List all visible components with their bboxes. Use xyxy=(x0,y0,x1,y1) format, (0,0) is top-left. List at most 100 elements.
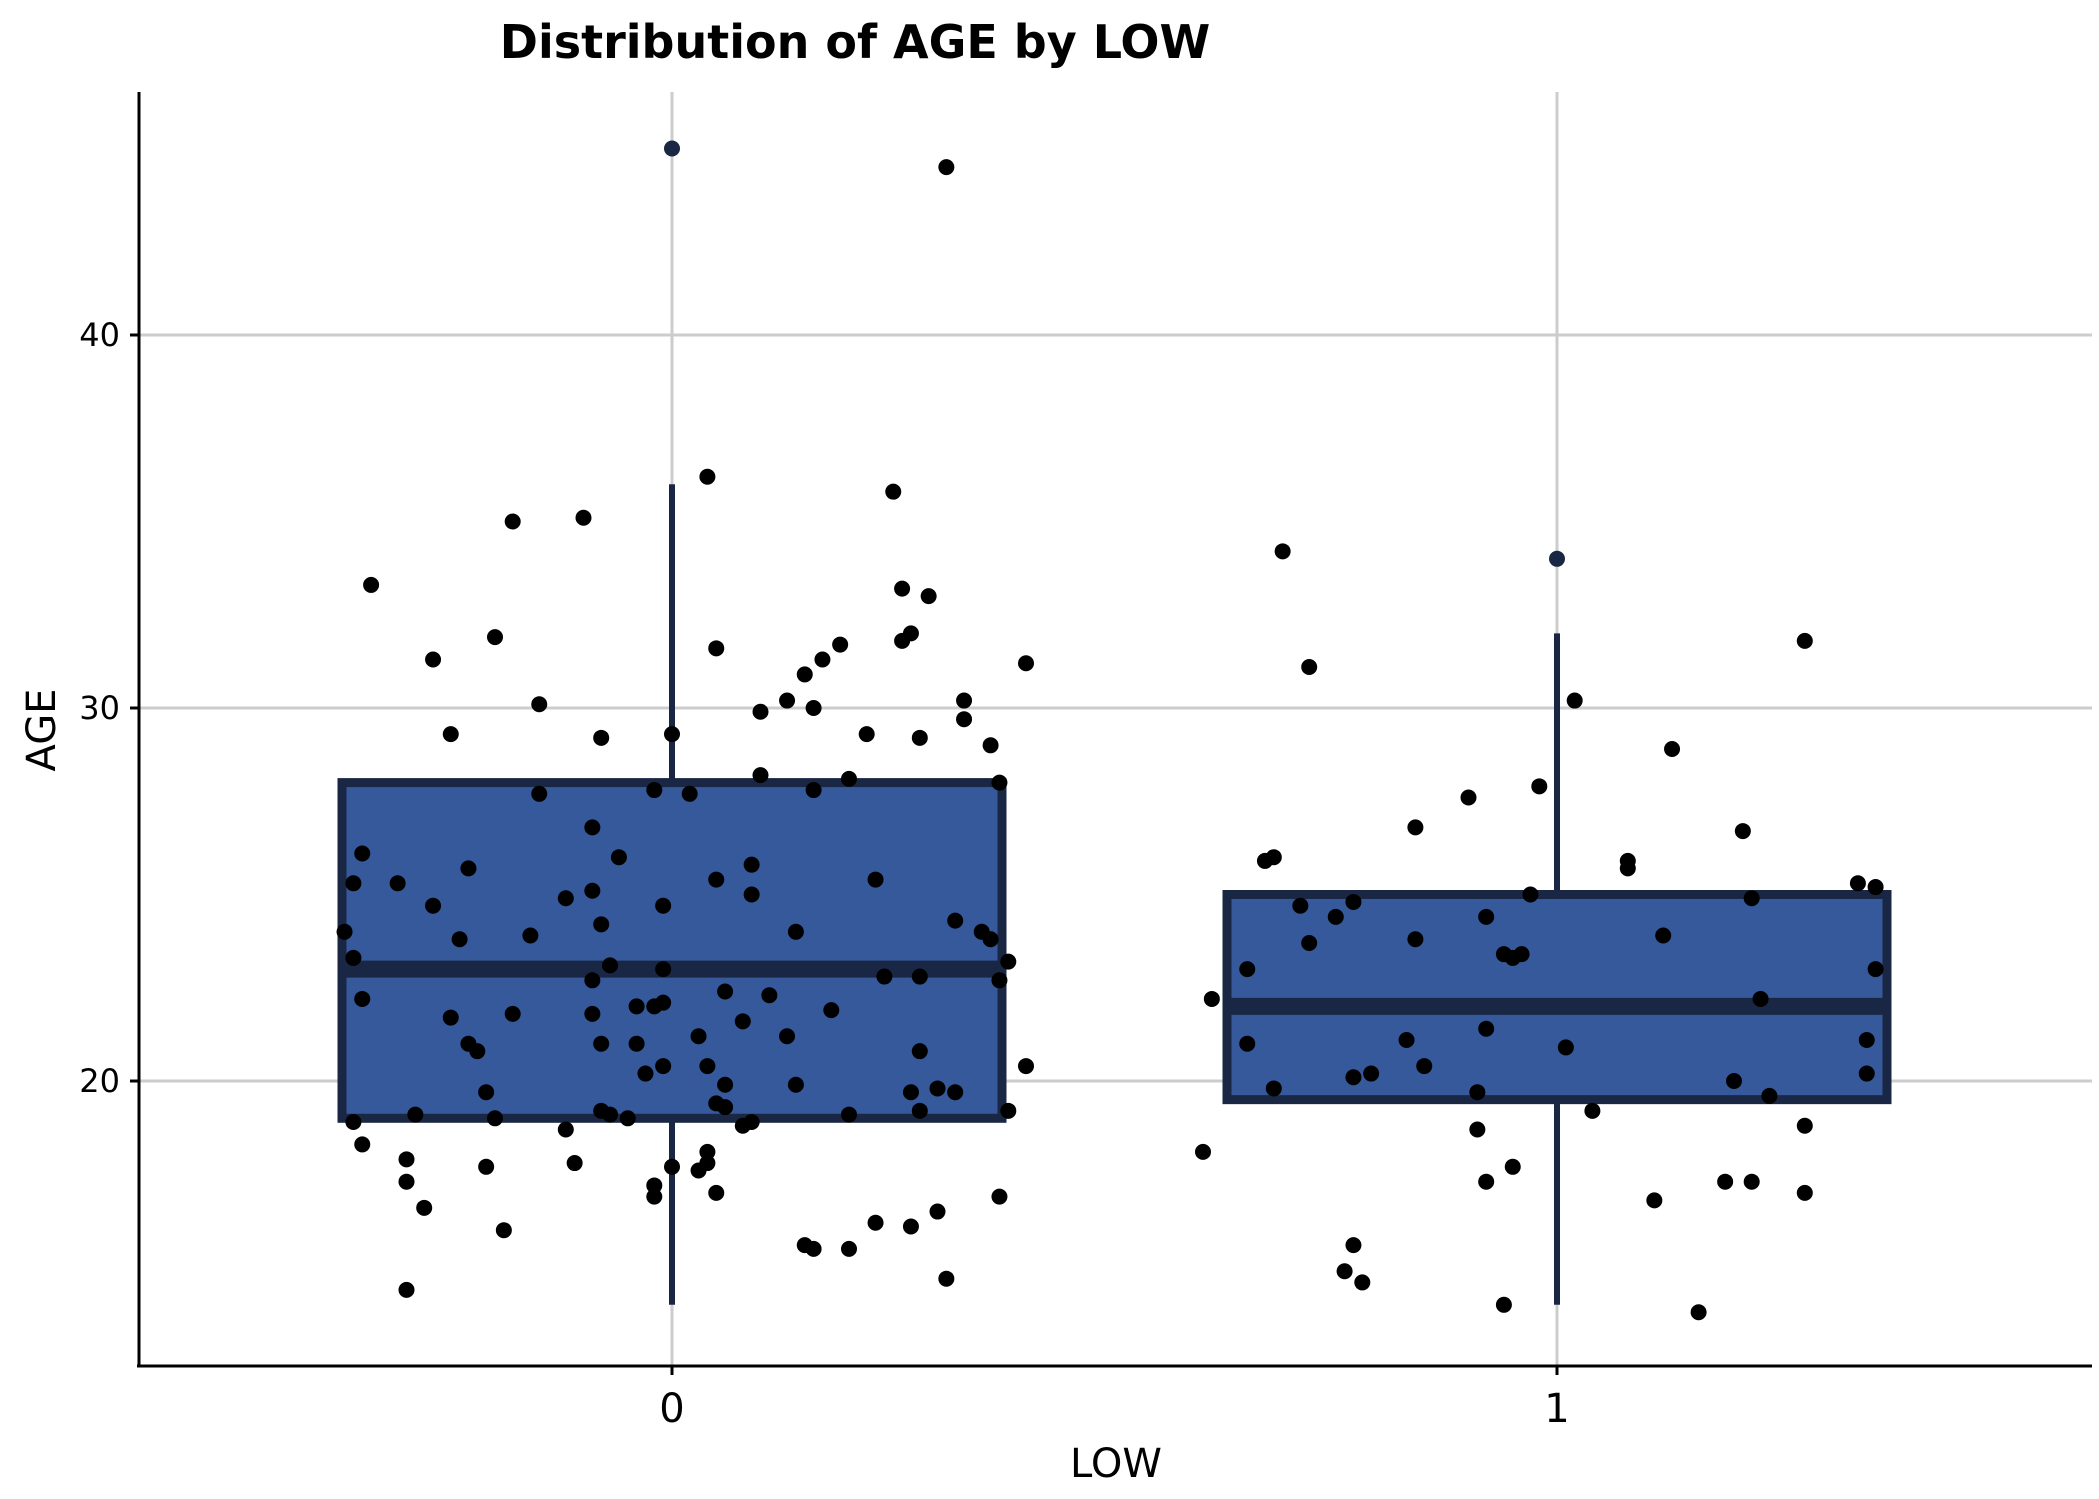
data-point xyxy=(867,871,884,888)
box-group-1 xyxy=(1222,550,1892,1305)
tick-labels: 20 30 40 0 1 xyxy=(79,316,1569,1432)
data-point xyxy=(1478,908,1495,925)
data-point xyxy=(1292,897,1309,914)
data-point xyxy=(345,1114,362,1131)
data-point xyxy=(938,159,955,176)
data-point xyxy=(1469,1121,1486,1138)
x-tick-label: 0 xyxy=(659,1386,684,1432)
data-point xyxy=(1619,860,1636,877)
data-point xyxy=(557,890,574,907)
data-point xyxy=(354,845,371,862)
data-point xyxy=(1469,1084,1486,1101)
data-point xyxy=(504,513,521,530)
data-point xyxy=(956,692,973,709)
data-point xyxy=(1407,819,1424,836)
data-point xyxy=(814,651,831,668)
x-axis-title: LOW xyxy=(1070,1441,1162,1487)
outlier-point xyxy=(664,140,680,157)
data-point xyxy=(531,785,548,802)
data-point xyxy=(991,1188,1008,1205)
data-point xyxy=(1761,1087,1778,1104)
y-tick-label: 20 xyxy=(79,1062,120,1100)
gridlines xyxy=(139,92,2092,1366)
data-point xyxy=(398,1151,415,1168)
data-point xyxy=(1000,1102,1017,1119)
data-point xyxy=(902,1084,919,1101)
data-point xyxy=(1849,875,1866,892)
data-point xyxy=(1743,890,1760,907)
data-point xyxy=(717,983,734,1000)
data-point xyxy=(743,856,760,873)
data-point xyxy=(398,1281,415,1298)
data-point xyxy=(1752,990,1769,1007)
data-point xyxy=(1743,1173,1760,1190)
data-point xyxy=(1566,692,1583,709)
data-point xyxy=(1584,1102,1601,1119)
data-point xyxy=(460,860,477,877)
data-point xyxy=(699,1143,716,1160)
data-point xyxy=(991,774,1008,791)
data-point xyxy=(1239,961,1256,978)
data-point xyxy=(628,998,645,1015)
data-point xyxy=(779,692,796,709)
data-point xyxy=(619,1110,636,1127)
data-point xyxy=(478,1084,495,1101)
data-point xyxy=(1796,1184,1813,1201)
data-point xyxy=(690,1028,707,1045)
data-point xyxy=(1000,953,1017,970)
data-point xyxy=(407,1106,424,1123)
data-point xyxy=(699,1058,716,1075)
data-point xyxy=(832,636,849,653)
data-point xyxy=(593,916,610,933)
data-point xyxy=(593,1035,610,1052)
data-point xyxy=(699,1155,716,1172)
data-point xyxy=(1301,658,1318,675)
data-point xyxy=(425,897,442,914)
data-point xyxy=(1345,1069,1362,1086)
data-point xyxy=(1265,1080,1282,1097)
data-point xyxy=(1796,632,1813,649)
data-point xyxy=(1018,655,1034,672)
data-point xyxy=(1734,823,1751,840)
data-point xyxy=(761,987,778,1004)
data-point xyxy=(1867,879,1884,896)
data-point xyxy=(805,1240,822,1257)
data-point xyxy=(1345,1237,1362,1254)
data-point xyxy=(1504,1158,1521,1175)
data-point xyxy=(841,1106,857,1123)
data-point xyxy=(655,897,672,914)
data-point xyxy=(947,912,964,929)
data-point xyxy=(1664,741,1681,758)
data-point xyxy=(743,886,760,903)
data-point xyxy=(779,1028,796,1045)
data-point xyxy=(478,1158,495,1175)
data-point xyxy=(602,1106,619,1123)
data-point xyxy=(867,1214,884,1231)
data-point xyxy=(938,1270,955,1287)
data-point xyxy=(1301,934,1318,951)
data-point xyxy=(708,871,725,888)
data-point xyxy=(469,1043,486,1060)
data-point xyxy=(637,1065,654,1082)
data-point xyxy=(442,1009,459,1026)
data-point xyxy=(584,819,601,836)
data-point xyxy=(982,737,999,754)
data-point xyxy=(1646,1192,1663,1209)
data-point xyxy=(646,782,663,799)
data-point xyxy=(487,1110,503,1127)
data-point xyxy=(425,651,442,668)
data-point xyxy=(787,1076,804,1093)
data-point xyxy=(602,957,619,974)
data-point xyxy=(1265,849,1282,866)
data-point xyxy=(504,1005,521,1022)
data-point xyxy=(646,1188,663,1205)
data-point xyxy=(1398,1031,1415,1048)
data-point xyxy=(336,923,353,940)
data-point xyxy=(1717,1173,1734,1190)
data-point xyxy=(1195,1143,1211,1160)
data-point xyxy=(708,640,725,657)
data-points xyxy=(336,159,1884,1321)
data-point xyxy=(717,1076,734,1093)
data-point xyxy=(442,726,459,743)
data-point xyxy=(1336,1263,1353,1280)
